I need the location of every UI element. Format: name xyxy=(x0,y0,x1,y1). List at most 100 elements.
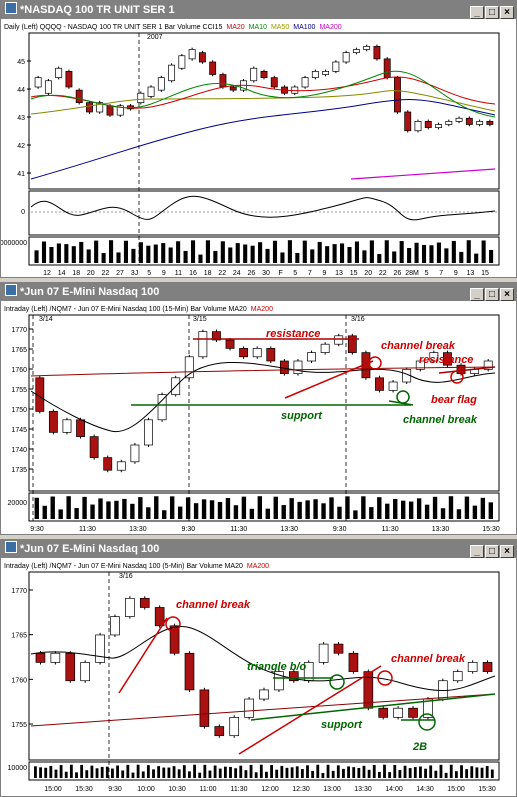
nq5-candle xyxy=(125,597,135,617)
volume-bar xyxy=(228,247,233,263)
annotation-triangle: triangle b/o xyxy=(247,661,307,673)
nq15-candle xyxy=(347,335,357,353)
daily-candle xyxy=(55,67,63,78)
x-tick-label: 12 xyxy=(43,270,51,277)
window-title-bar[interactable]: *Jun 07 E-Mini Nasdaq 100 _ □ × xyxy=(1,540,516,558)
volume-bar xyxy=(306,765,309,778)
volume-bar xyxy=(42,505,47,519)
x-tick-label: 5 xyxy=(425,270,429,277)
nq15-candle xyxy=(116,461,126,471)
volume-bar xyxy=(64,771,68,778)
nq15-candle xyxy=(130,444,140,463)
channel-line-2 xyxy=(238,665,382,755)
volume-bar xyxy=(162,510,167,519)
nq5-candle xyxy=(378,707,389,718)
close-button[interactable]: × xyxy=(500,6,514,19)
daily-candle xyxy=(44,80,52,94)
window-title-bar[interactable]: *NASDAQ 100 TR UNIT SER 1 _ □ × xyxy=(1,1,516,19)
minimize-button[interactable]: _ xyxy=(470,545,484,558)
channel-break-circle xyxy=(368,356,382,370)
volume-bar xyxy=(275,769,279,778)
minimize-button[interactable]: _ xyxy=(470,288,484,301)
price-tick-label: 1750 xyxy=(11,407,27,414)
nq15-candle xyxy=(144,419,153,446)
daily-candle xyxy=(86,102,93,113)
volume-bar xyxy=(182,765,186,778)
x-tick-label: 13:30 xyxy=(280,526,298,533)
nq5-candle xyxy=(229,717,240,737)
volume-bar xyxy=(243,244,248,263)
window-daily: *NASDAQ 100 TR UNIT SER 1 _ □ × Daily (Lef… xyxy=(0,0,517,278)
price-tick-label: 43 xyxy=(17,115,25,122)
nq5-candle xyxy=(467,662,478,672)
volume-bar xyxy=(44,767,48,778)
daily-candle xyxy=(229,86,237,91)
volume-bar xyxy=(367,769,371,778)
volume-bar xyxy=(393,764,397,778)
volume-bar xyxy=(295,253,300,263)
x-tick-label: 22 xyxy=(102,270,110,277)
nq5-candle xyxy=(438,680,448,700)
nq15-candle xyxy=(225,339,235,349)
minimize-button[interactable]: _ xyxy=(470,6,484,19)
daily-candle xyxy=(342,52,350,63)
volume-bar xyxy=(290,767,294,778)
volume-bar xyxy=(403,765,407,778)
daily-candle xyxy=(209,61,217,75)
annotation-resistance-2: resistance xyxy=(419,354,473,366)
volume-tick-label: 20000 xyxy=(8,500,28,507)
volume-bar xyxy=(472,505,478,519)
volume-bar xyxy=(126,764,130,778)
price-tick-label: 1760 xyxy=(11,367,27,374)
price-tick-label: 1735 xyxy=(11,467,27,474)
volume-bar xyxy=(265,248,270,263)
close-button[interactable]: × xyxy=(500,545,514,558)
volume-bar xyxy=(80,764,84,778)
volume-bar xyxy=(116,252,121,263)
chart-info-line: Daily (Left) QQQQ - NASDAQ 100 TR UNIT S… xyxy=(4,24,222,31)
daily-candle xyxy=(322,71,330,75)
volume-bar xyxy=(372,765,376,778)
annotation-bear-flag: bear flag xyxy=(431,394,477,406)
volume-bar xyxy=(161,243,166,263)
volume-bar xyxy=(241,496,247,519)
volume-bar xyxy=(302,240,307,263)
daily-candle xyxy=(147,86,155,97)
volume-bar xyxy=(138,242,143,263)
x-tick-label: 12:00 xyxy=(261,786,279,793)
nq15-candle xyxy=(443,352,452,366)
volume-bar xyxy=(90,504,95,519)
volume-bar xyxy=(332,244,337,263)
maximize-button[interactable]: □ xyxy=(485,288,499,301)
nq15-candle xyxy=(483,360,493,370)
channel-break-circle-2 xyxy=(377,670,393,686)
volume-bar xyxy=(95,768,99,778)
volume-bar xyxy=(316,764,320,778)
price-tick-label: 1770 xyxy=(11,588,27,595)
volume-bar xyxy=(465,769,469,778)
volume-bar xyxy=(408,768,412,778)
x-tick-label: F xyxy=(278,270,282,277)
volume-bar xyxy=(459,251,464,263)
x-tick-label: 28M xyxy=(405,270,419,277)
volume-bar xyxy=(448,496,454,519)
nq5-candle xyxy=(169,625,180,654)
bear-flag-circle xyxy=(450,370,464,384)
triangle-circle xyxy=(329,674,345,690)
volume-bar xyxy=(49,246,54,263)
nq5-candle xyxy=(274,671,284,691)
window-title-bar[interactable]: *Jun 07 E-Mini Nasdaq 100 _ □ × xyxy=(1,283,516,301)
volume-bar xyxy=(362,765,366,778)
daily-candle xyxy=(465,117,473,125)
maximize-button[interactable]: □ xyxy=(485,6,499,19)
volume-bar xyxy=(34,766,37,778)
legend-ma200: MA200 xyxy=(251,306,273,313)
close-button[interactable]: × xyxy=(500,288,514,301)
volume-bar xyxy=(489,249,494,263)
maximize-button[interactable]: □ xyxy=(485,545,499,558)
nq5-candle xyxy=(214,726,225,737)
x-tick-label: 10:30 xyxy=(168,786,186,793)
date-label: 3/16 xyxy=(119,573,133,580)
volume-bar xyxy=(177,506,183,519)
volume-bar xyxy=(162,767,166,778)
